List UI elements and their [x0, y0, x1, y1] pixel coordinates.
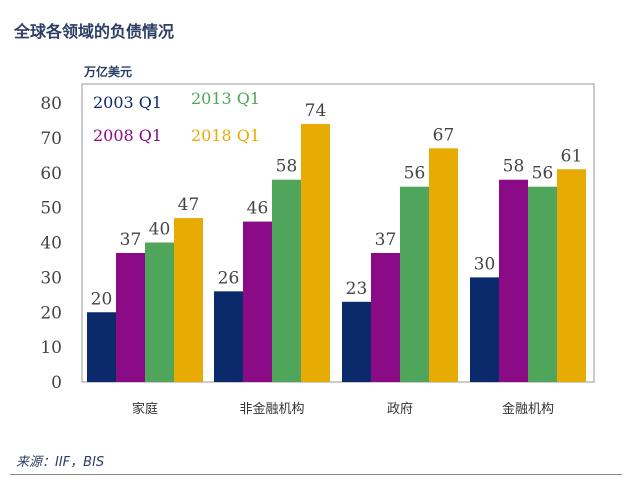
data-label: 47 — [178, 195, 200, 215]
bar-2013-q1-cat-2 — [400, 186, 429, 382]
data-label: 58 — [503, 157, 525, 177]
data-label: 37 — [375, 230, 397, 250]
y-tick-label: 0 — [51, 373, 62, 393]
bar-2008-q1-cat-0 — [116, 252, 145, 382]
y-tick-label: 40 — [40, 234, 62, 254]
bar-2003-q1-cat-3 — [470, 277, 499, 382]
data-label: 26 — [218, 268, 240, 288]
y-axis-unit-label: 万亿美元 — [84, 65, 133, 79]
data-label: 40 — [149, 220, 171, 240]
bar-2008-q1-cat-3 — [499, 179, 528, 382]
data-label: 56 — [532, 164, 554, 184]
x-category-label: 家庭 — [132, 401, 158, 417]
footer-divider — [10, 474, 622, 475]
y-tick-label: 80 — [40, 94, 62, 114]
bar-2013-q1-cat-0 — [145, 242, 174, 382]
data-label: 74 — [305, 101, 327, 121]
data-label: 37 — [120, 230, 142, 250]
data-label: 67 — [433, 125, 455, 145]
y-tick-label: 10 — [40, 338, 62, 358]
bar-2003-q1-cat-0 — [87, 312, 116, 382]
x-category-label: 非金融机构 — [239, 401, 304, 417]
y-tick-label: 30 — [40, 268, 62, 288]
legend-entry-2003-q1: 2003 Q1 — [93, 93, 162, 112]
y-tick-label: 50 — [40, 199, 62, 219]
bar-2003-q1-cat-2 — [342, 301, 371, 382]
bar-2018-q1-cat-3 — [557, 169, 586, 382]
bar-2008-q1-cat-2 — [371, 252, 400, 382]
data-label: 20 — [91, 289, 113, 309]
bar-2018-q1-cat-0 — [174, 218, 203, 382]
data-label: 30 — [474, 254, 496, 274]
legend-entry-2013-q1: 2013 Q1 — [191, 89, 260, 108]
data-label: 61 — [561, 146, 583, 166]
legend-entry-2018-q1: 2018 Q1 — [191, 126, 260, 145]
y-tick-label: 60 — [40, 164, 62, 184]
bar-2018-q1-cat-1 — [301, 123, 330, 383]
source-note: 来源：IIF，BIS — [16, 455, 105, 470]
bar-2018-q1-cat-2 — [429, 148, 458, 382]
y-tick-label: 70 — [40, 129, 62, 149]
x-category-label: 政府 — [387, 402, 413, 417]
x-category-label: 金融机构 — [502, 401, 554, 417]
y-tick-label: 20 — [40, 303, 62, 323]
chart-title: 全球各领域的负债情况 — [14, 22, 175, 41]
data-label: 58 — [276, 157, 298, 177]
bar-2013-q1-cat-1 — [272, 179, 301, 382]
bar-2003-q1-cat-1 — [214, 291, 243, 382]
data-label: 23 — [346, 279, 368, 299]
bar-2013-q1-cat-3 — [528, 186, 557, 382]
bar-2008-q1-cat-1 — [243, 221, 272, 382]
legend-entry-2008-q1: 2008 Q1 — [93, 126, 162, 145]
data-label: 46 — [247, 199, 269, 219]
plot-area-frame — [81, 83, 595, 383]
data-label: 56 — [404, 164, 426, 184]
